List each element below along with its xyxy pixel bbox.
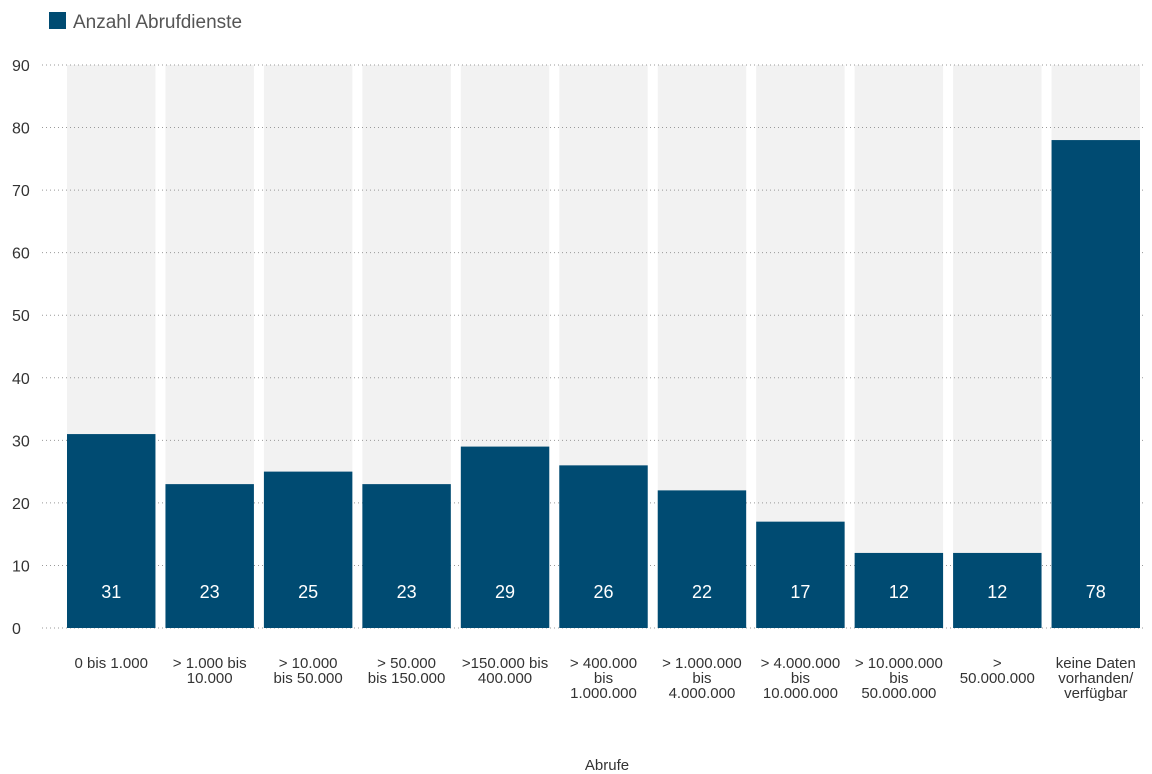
bar [559, 465, 648, 628]
legend-swatch [49, 12, 66, 29]
bar [1051, 140, 1140, 629]
bar-value-label: 26 [593, 582, 613, 602]
y-tick-label: 0 [12, 621, 21, 638]
x-category-label: > 10.000 bis 50.000 [274, 655, 343, 687]
x-category-label: >50.000.000 [960, 655, 1035, 687]
bar-value-label: 17 [790, 582, 810, 602]
y-tick-label: 20 [12, 496, 30, 513]
bar [657, 490, 747, 628]
bar-value-label: 22 [692, 582, 712, 602]
legend: Anzahl Abrufdienste [49, 12, 242, 33]
x-category-label: > 1.000 bis 10.000 [173, 655, 247, 687]
bar-background [854, 65, 944, 628]
x-axis-title: Abrufe [585, 757, 629, 774]
x-axis-categories: 0 bis 1.000 > 1.000 bis 10.000 > 10.000 bis … [75, 655, 1136, 702]
x-category-label: 0 bis 1.000 [75, 655, 148, 672]
bar-value-label: 12 [987, 582, 1007, 602]
x-category-label: > 10.000.000 bis 50.000.000 [855, 655, 943, 702]
y-tick-label: 10 [12, 558, 30, 575]
x-category-label: > 50.000 bis 150.000 [368, 655, 446, 687]
legend-label: Anzahl Abrufdienste [73, 12, 242, 33]
y-tick-label: 90 [12, 58, 30, 75]
x-category-label: > 1.000.000 bis 4.000.000 [662, 655, 742, 702]
bar [854, 552, 944, 628]
bar [362, 484, 451, 628]
y-tick-label: 80 [12, 121, 30, 138]
bar-value-label: 31 [101, 582, 121, 602]
bar-value-label: 29 [495, 582, 515, 602]
bar-value-label: 23 [397, 582, 417, 602]
bar-value-label: 78 [1086, 582, 1106, 602]
y-tick-label: 60 [12, 246, 30, 263]
bar [953, 552, 1042, 628]
x-category-label: > 400.000 bis 1.000.000 [570, 655, 637, 702]
bar [165, 484, 254, 628]
bar [67, 434, 156, 628]
bar-value-label: 25 [298, 582, 318, 602]
y-tick-label: 40 [12, 371, 30, 388]
y-tick-label: 50 [12, 308, 30, 325]
bar-value-label: 12 [889, 582, 909, 602]
bar [460, 446, 550, 628]
bar-background [953, 65, 1042, 628]
y-tick-label: 30 [12, 433, 30, 450]
bar-value-label: 23 [200, 582, 220, 602]
x-category-label: keine Daten vorhanden/verfügbar [1056, 655, 1136, 702]
y-tick-label: 70 [12, 183, 30, 200]
x-category-label: >150.000 bis 400.000 [462, 655, 548, 687]
bars [67, 140, 1140, 629]
bar [756, 521, 845, 628]
bar [263, 471, 353, 628]
x-category-label: > 4.000.000 bis 10.000.000 [761, 655, 841, 702]
y-axis-ticks: 0 10 20 30 40 50 60 70 80 90 [12, 58, 30, 638]
value-labels: 31 23 25 23 29 26 22 17 12 12 78 [101, 582, 1106, 602]
